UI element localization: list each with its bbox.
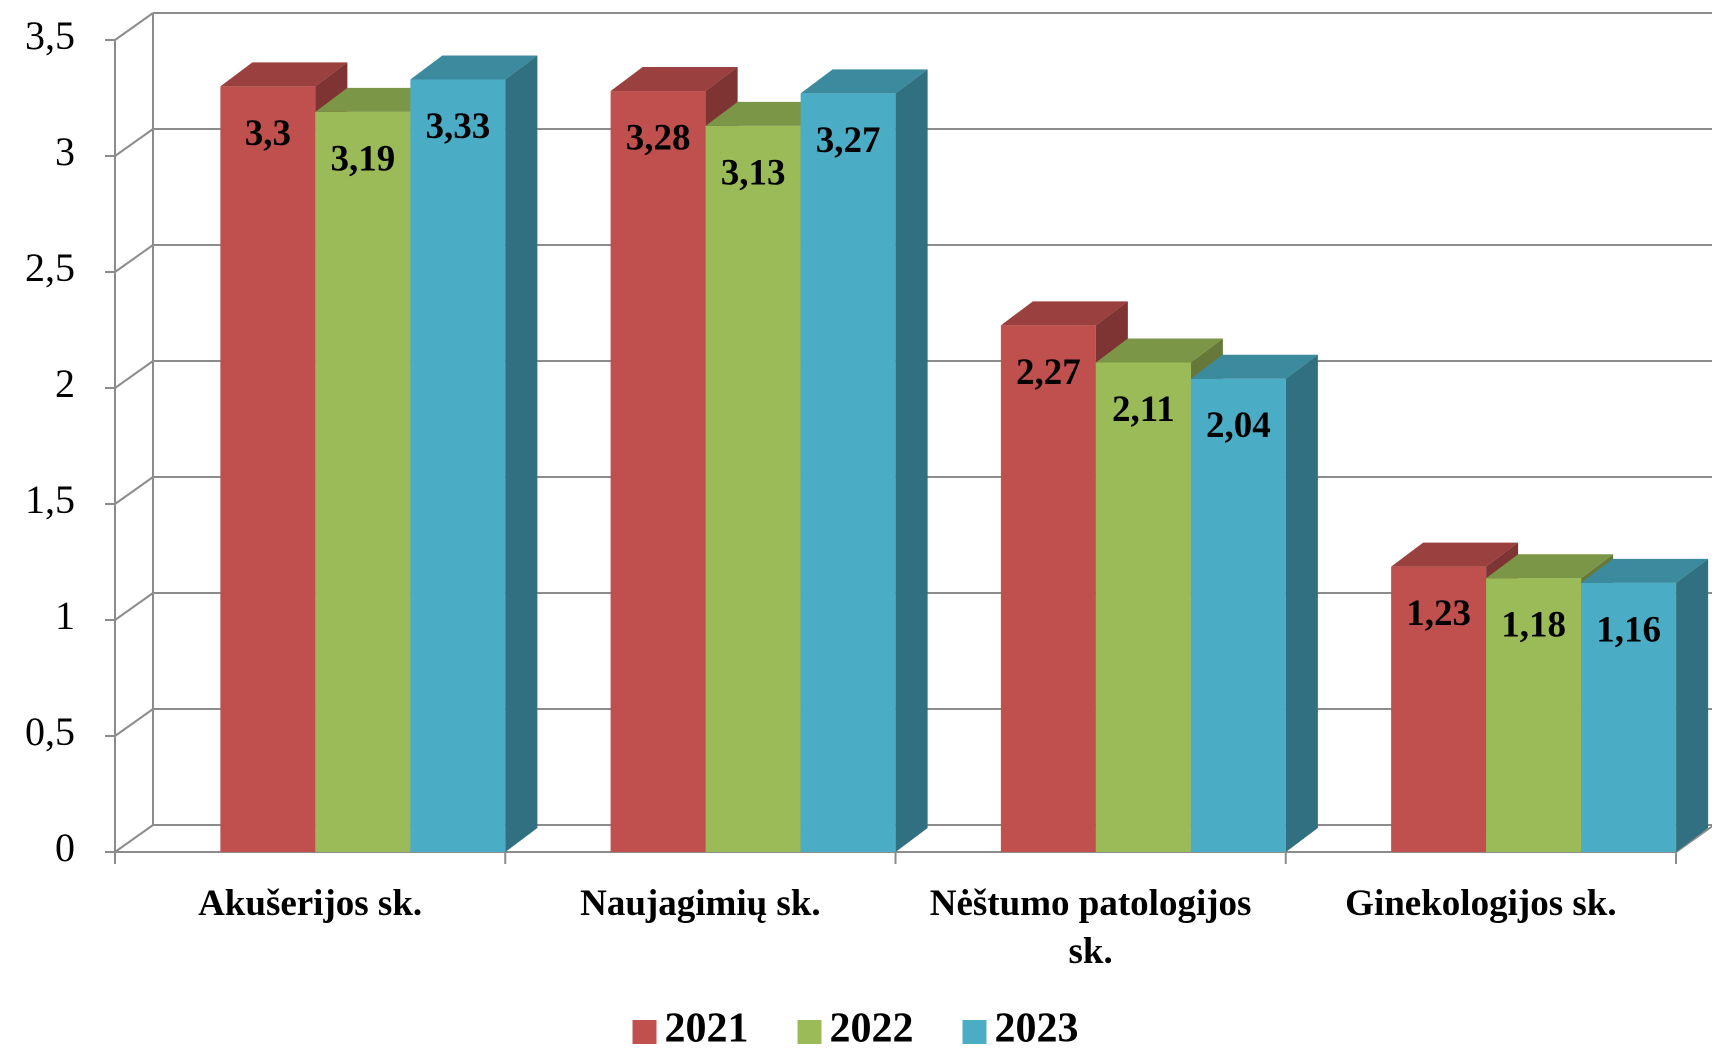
floor-edge bbox=[1675, 825, 1712, 853]
data-label: 3,13 bbox=[721, 152, 786, 193]
bar-top bbox=[1581, 558, 1709, 583]
bar-top bbox=[1190, 354, 1318, 379]
data-label: 2,11 bbox=[1112, 389, 1175, 430]
y-tick-label: 2 bbox=[55, 361, 75, 406]
legend-label: 2023 bbox=[995, 1006, 1079, 1052]
x-tick-label: Akušerijos sk. bbox=[198, 883, 423, 924]
bar-side bbox=[505, 55, 538, 852]
data-label: 1,18 bbox=[1501, 605, 1566, 646]
grid-line-side bbox=[114, 12, 154, 41]
bar bbox=[220, 86, 316, 852]
bar bbox=[705, 125, 801, 853]
data-label: 3,33 bbox=[425, 106, 490, 147]
legend-label: 2022 bbox=[830, 1006, 914, 1052]
grid-line-side bbox=[114, 128, 154, 157]
bar bbox=[800, 93, 896, 853]
bar bbox=[1486, 578, 1582, 852]
data-label: 1,16 bbox=[1596, 609, 1661, 650]
bar bbox=[610, 91, 706, 853]
grid-line-side bbox=[114, 824, 154, 853]
data-label: 3,19 bbox=[330, 138, 395, 179]
bar-side bbox=[895, 69, 928, 853]
y-tick-label: 0,5 bbox=[25, 709, 75, 754]
grid-line-side bbox=[114, 708, 154, 737]
x-tick-label: Ginekologijos sk. bbox=[1345, 883, 1617, 924]
bar bbox=[1391, 566, 1487, 852]
bar-top bbox=[1095, 338, 1223, 363]
grid-line-side bbox=[114, 592, 154, 621]
legend-label: 2021 bbox=[665, 1006, 749, 1052]
y-tick-label: 1 bbox=[55, 593, 75, 638]
bar-top bbox=[800, 69, 928, 94]
y-tick-label: 1,5 bbox=[25, 477, 75, 522]
data-label: 2,04 bbox=[1206, 405, 1271, 446]
legend-swatch bbox=[962, 1020, 987, 1044]
y-tick-label: 3,5 bbox=[25, 13, 75, 58]
bar-top bbox=[610, 67, 738, 92]
legend-swatch bbox=[632, 1020, 657, 1044]
bar bbox=[410, 79, 506, 852]
bar-side bbox=[1676, 558, 1709, 852]
bar bbox=[315, 111, 411, 853]
y-tick-label: 3 bbox=[55, 129, 75, 174]
data-label: 3,27 bbox=[816, 120, 881, 161]
grid-line-side bbox=[114, 244, 154, 273]
bar-top bbox=[1391, 542, 1519, 567]
data-label: 3,28 bbox=[626, 118, 691, 159]
bar bbox=[1190, 378, 1286, 852]
data-label: 1,23 bbox=[1406, 593, 1471, 634]
grid-line-side bbox=[114, 476, 154, 505]
bar-top bbox=[410, 55, 538, 80]
data-label: 3,3 bbox=[245, 113, 291, 154]
bar-top bbox=[220, 62, 348, 87]
x-tick-label: Naujagimių sk. bbox=[580, 883, 821, 924]
grid-line-side bbox=[114, 360, 154, 389]
bar-side bbox=[1285, 354, 1318, 852]
bar bbox=[1095, 362, 1191, 852]
y-tick-label: 0 bbox=[55, 825, 75, 870]
x-tick-label: Nėštumo patologijos sk. bbox=[929, 883, 1252, 972]
bar-top bbox=[1486, 554, 1614, 579]
bar-top bbox=[1000, 301, 1128, 326]
bar bbox=[1000, 325, 1096, 852]
legend-swatch bbox=[797, 1020, 822, 1044]
y-tick-label: 2,5 bbox=[25, 245, 75, 290]
bar bbox=[1581, 582, 1677, 852]
data-label: 2,27 bbox=[1016, 352, 1081, 393]
